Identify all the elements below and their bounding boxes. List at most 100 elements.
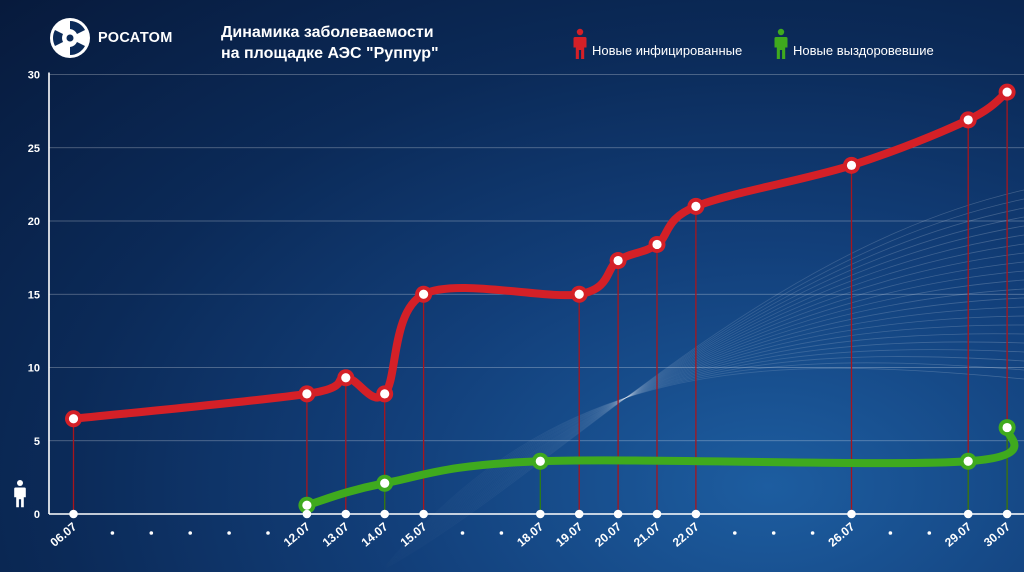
- background-wave: [379, 362, 1024, 572]
- data-point-center-infected: [302, 389, 312, 399]
- background-wave: [379, 270, 1024, 572]
- x-tick-marker: [69, 509, 78, 519]
- data-point-center-infected: [846, 160, 857, 170]
- series-line-infected: [69, 88, 1012, 423]
- background-wave: [379, 349, 1024, 572]
- x-minor-dot: [927, 531, 932, 535]
- person-icon: [14, 480, 26, 508]
- y-tick-label: 30: [28, 70, 40, 82]
- background-wave: [379, 225, 1024, 572]
- x-tick-marker: [341, 509, 351, 519]
- y-tick-label: 15: [28, 289, 40, 301]
- x-tick-label: 18.07: [514, 519, 546, 549]
- red-person-icon: [573, 28, 587, 59]
- x-tick-label: 22.07: [670, 519, 702, 549]
- y-tick-label: 5: [34, 436, 40, 448]
- data-point-center-infected: [574, 289, 584, 299]
- x-tick-marker: [380, 509, 390, 519]
- y-tick-label: 25: [28, 143, 40, 155]
- background-wave: [379, 243, 1024, 572]
- x-tick-label: 29.07: [942, 519, 974, 549]
- data-point-center-infected: [341, 373, 351, 383]
- x-tick-marker: [302, 509, 312, 519]
- legend-infected: Новые инфицированные: [572, 28, 742, 60]
- x-tick-marker: [847, 509, 856, 519]
- x-tick-marker: [419, 509, 428, 519]
- background-wave: [379, 279, 1024, 572]
- background-waves: [379, 189, 1024, 572]
- data-point-center-infected: [419, 289, 429, 299]
- x-minor-dot: [227, 531, 231, 535]
- x-minor-dot: [733, 531, 737, 535]
- axis-person-icon: [14, 480, 26, 508]
- x-minor-dot: [110, 531, 115, 535]
- logo-text: РОСАТОМ: [98, 30, 173, 46]
- background-wave: [379, 252, 1024, 572]
- background-wave: [379, 207, 1024, 572]
- background-wave: [379, 333, 1024, 572]
- data-point-center-infected: [380, 389, 390, 399]
- title-line-1: Динамика заболеваемости: [221, 24, 434, 41]
- x-tick-label: 19.07: [553, 519, 585, 549]
- data-point-center-infected: [963, 115, 973, 125]
- y-tick-label: 10: [28, 363, 40, 375]
- x-minor-dot: [460, 531, 465, 535]
- legend-infected-label: Новые инфицированные: [592, 43, 743, 58]
- background-wave: [379, 189, 1024, 572]
- x-tick-label: 20.07: [592, 519, 624, 549]
- x-tick-marker: [963, 509, 973, 519]
- background-wave: [379, 356, 1024, 572]
- x-minor-dot: [149, 531, 154, 535]
- x-tick-label: 13.07: [320, 519, 352, 549]
- x-minor-dot: [771, 531, 776, 535]
- rosatom-emblem-icon: [50, 18, 90, 58]
- x-tick-label: 12.07: [281, 519, 313, 549]
- person-head: [17, 480, 23, 486]
- x-tick-marker: [1002, 509, 1012, 519]
- x-tick-label: 26.07: [825, 519, 857, 549]
- background-wave: [379, 261, 1024, 572]
- x-tick-label: 14.07: [359, 519, 391, 549]
- x-minor-dot: [888, 531, 893, 535]
- data-point-center-infected: [652, 239, 662, 250]
- x-tick-label: 30.07: [981, 519, 1013, 549]
- series-line-recovered: [302, 423, 1019, 510]
- data-point-center-recovered: [535, 456, 545, 466]
- person-body: [14, 487, 26, 508]
- y-axis-ticks: 0 5 10 15 20 25 30: [28, 70, 40, 522]
- data-point-center-recovered: [1002, 422, 1012, 433]
- data-point-center-infected: [1002, 87, 1012, 97]
- x-axis-ticks: 06.07 12.07 13.07 14.07 15.07 18.07 19.07 20.07…: [47, 509, 1013, 550]
- x-tick-marker: [652, 509, 662, 519]
- green-person-icon: [774, 28, 788, 59]
- background-wave: [379, 234, 1024, 572]
- data-point-center-infected: [68, 414, 79, 424]
- title-line-2: на площадке АЭС "Руппур": [221, 45, 439, 62]
- x-minor-dot: [266, 531, 270, 535]
- background-wave: [379, 216, 1024, 572]
- y-tick-label: 20: [28, 216, 40, 228]
- x-tick-marker: [536, 509, 545, 519]
- background-wave: [379, 315, 1024, 572]
- x-minor-dot: [810, 531, 815, 535]
- background-wave: [379, 306, 1024, 572]
- data-point-center-infected: [613, 255, 623, 266]
- background-wave: [379, 324, 1024, 572]
- data-point-center-recovered: [302, 500, 312, 510]
- data-point-center-recovered: [963, 456, 973, 466]
- background-wave: [379, 297, 1024, 572]
- background-wave: [379, 341, 1024, 572]
- x-minor-dot: [188, 531, 192, 535]
- background-wave: [379, 198, 1024, 572]
- page-title: Динамика заболеваемости на площадке АЭС …: [221, 22, 439, 64]
- legend-recovered-label: Новые выздоровевшие: [793, 43, 934, 58]
- x-tick-label: 21.07: [631, 519, 663, 549]
- x-tick-marker: [691, 509, 701, 519]
- data-point-center-recovered: [380, 478, 390, 488]
- data-point-center-infected: [691, 201, 701, 211]
- x-tick-marker: [613, 509, 623, 519]
- rosatom-logo: РОСАТОМ: [48, 16, 173, 60]
- background-wave: [379, 367, 1024, 572]
